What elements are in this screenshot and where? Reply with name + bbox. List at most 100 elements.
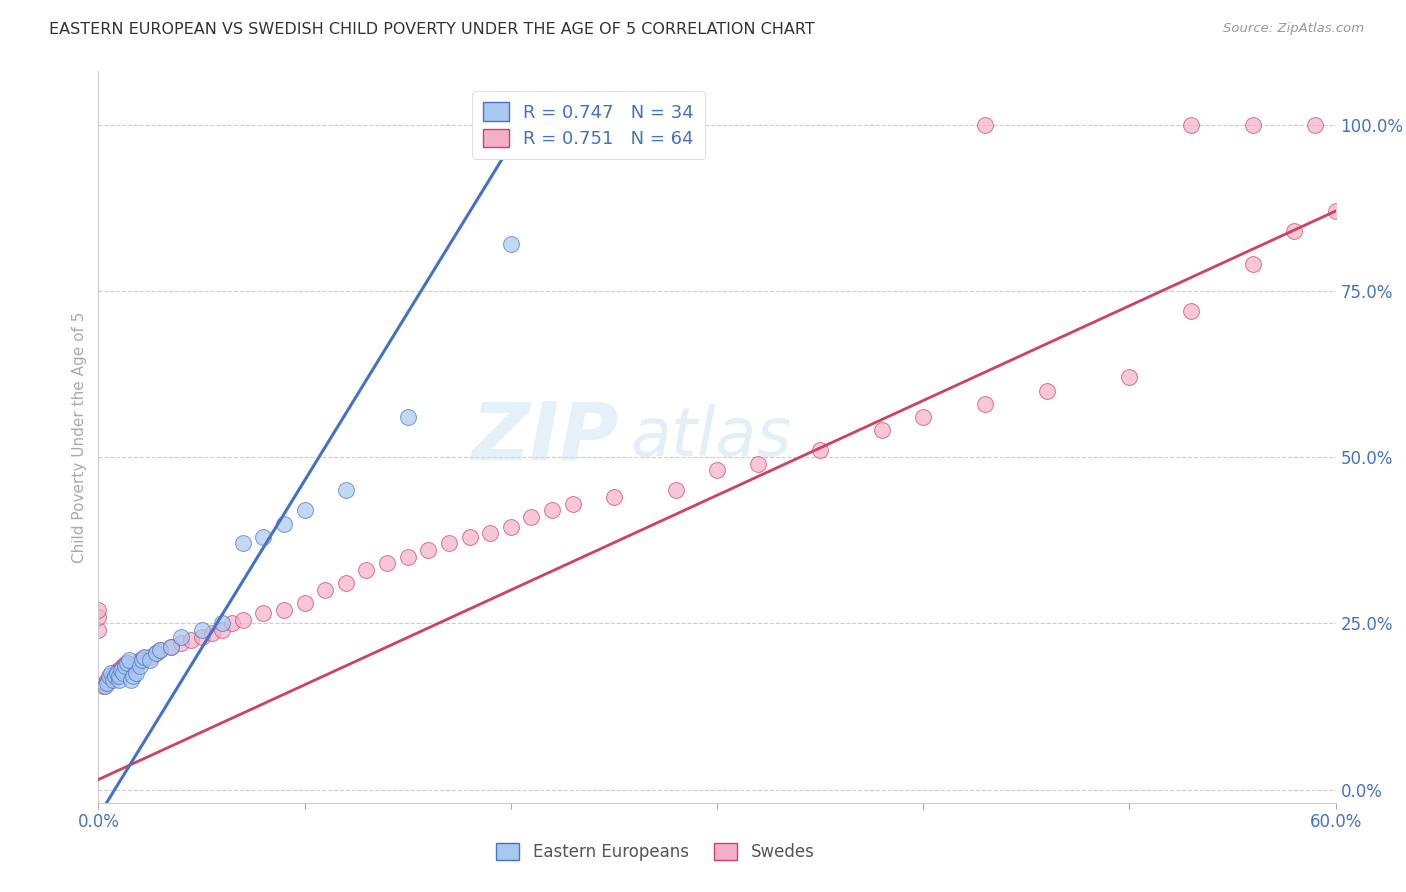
Point	[159, 640, 181, 654]
Point	[105, 664, 128, 678]
Point	[139, 649, 162, 664]
Point	[335, 483, 357, 498]
Point	[149, 643, 172, 657]
Point	[190, 623, 212, 637]
Point	[145, 646, 167, 660]
Point	[603, 490, 626, 504]
Point	[93, 676, 115, 690]
Point	[252, 607, 274, 621]
Point	[149, 643, 172, 657]
Point	[273, 603, 295, 617]
Point	[118, 664, 141, 678]
Text: ZIP: ZIP	[471, 398, 619, 476]
Point	[706, 463, 728, 477]
Point	[122, 669, 145, 683]
Point	[437, 536, 460, 550]
Point	[128, 653, 150, 667]
Point	[96, 673, 118, 687]
Point	[108, 673, 131, 687]
Point	[112, 659, 135, 673]
Point	[131, 653, 153, 667]
Point	[112, 666, 135, 681]
Point	[1036, 384, 1059, 398]
Point	[120, 661, 142, 675]
Point	[294, 503, 316, 517]
Point	[105, 666, 128, 681]
Legend: Eastern Europeans, Swedes: Eastern Europeans, Swedes	[489, 836, 821, 868]
Point	[1241, 118, 1264, 132]
Point	[87, 603, 110, 617]
Point	[120, 673, 142, 687]
Text: Source: ZipAtlas.com: Source: ZipAtlas.com	[1223, 22, 1364, 36]
Point	[499, 520, 522, 534]
Point	[479, 526, 502, 541]
Point	[114, 657, 136, 672]
Point	[132, 649, 155, 664]
Point	[541, 503, 564, 517]
Point	[1241, 257, 1264, 271]
Point	[132, 650, 155, 665]
Point	[201, 626, 224, 640]
Point	[124, 666, 146, 681]
Point	[124, 657, 146, 672]
Point	[170, 636, 193, 650]
Point	[273, 516, 295, 531]
Point	[1180, 118, 1202, 132]
Point	[561, 497, 583, 511]
Point	[104, 669, 127, 683]
Point	[93, 680, 115, 694]
Point	[118, 653, 141, 667]
Point	[128, 659, 150, 673]
Point	[97, 673, 120, 687]
Point	[108, 669, 131, 683]
Point	[974, 118, 997, 132]
Point	[104, 666, 127, 681]
Point	[294, 596, 316, 610]
Point	[100, 666, 122, 681]
Text: atlas: atlas	[630, 404, 792, 470]
Point	[96, 676, 118, 690]
Point	[91, 680, 114, 694]
Point	[1284, 224, 1306, 238]
Point	[232, 613, 254, 627]
Point	[252, 530, 274, 544]
Point	[221, 616, 243, 631]
Point	[211, 616, 233, 631]
Point	[1324, 204, 1347, 219]
Point	[211, 623, 233, 637]
Point	[747, 457, 769, 471]
Point	[117, 656, 139, 670]
Point	[101, 669, 124, 683]
Point	[232, 536, 254, 550]
Point	[114, 659, 136, 673]
Point	[375, 557, 398, 571]
Point	[159, 640, 181, 654]
Point	[100, 671, 122, 685]
Point	[870, 424, 893, 438]
Point	[127, 656, 149, 670]
Point	[356, 563, 378, 577]
Point	[418, 543, 440, 558]
Point	[974, 397, 997, 411]
Point	[139, 653, 162, 667]
Point	[912, 410, 935, 425]
Point	[1180, 303, 1202, 318]
Point	[110, 661, 132, 675]
Y-axis label: Child Poverty Under the Age of 5: Child Poverty Under the Age of 5	[72, 311, 87, 563]
Point	[190, 630, 212, 644]
Point	[170, 630, 193, 644]
Point	[458, 530, 481, 544]
Point	[97, 669, 120, 683]
Text: EASTERN EUROPEAN VS SWEDISH CHILD POVERTY UNDER THE AGE OF 5 CORRELATION CHART: EASTERN EUROPEAN VS SWEDISH CHILD POVERT…	[49, 22, 815, 37]
Point	[145, 646, 167, 660]
Point	[396, 549, 419, 564]
Point	[1303, 118, 1326, 132]
Point	[396, 410, 419, 425]
Point	[314, 582, 336, 597]
Point	[101, 673, 124, 687]
Point	[122, 659, 145, 673]
Point	[1118, 370, 1140, 384]
Point	[808, 443, 831, 458]
Point	[180, 632, 202, 647]
Point	[520, 509, 543, 524]
